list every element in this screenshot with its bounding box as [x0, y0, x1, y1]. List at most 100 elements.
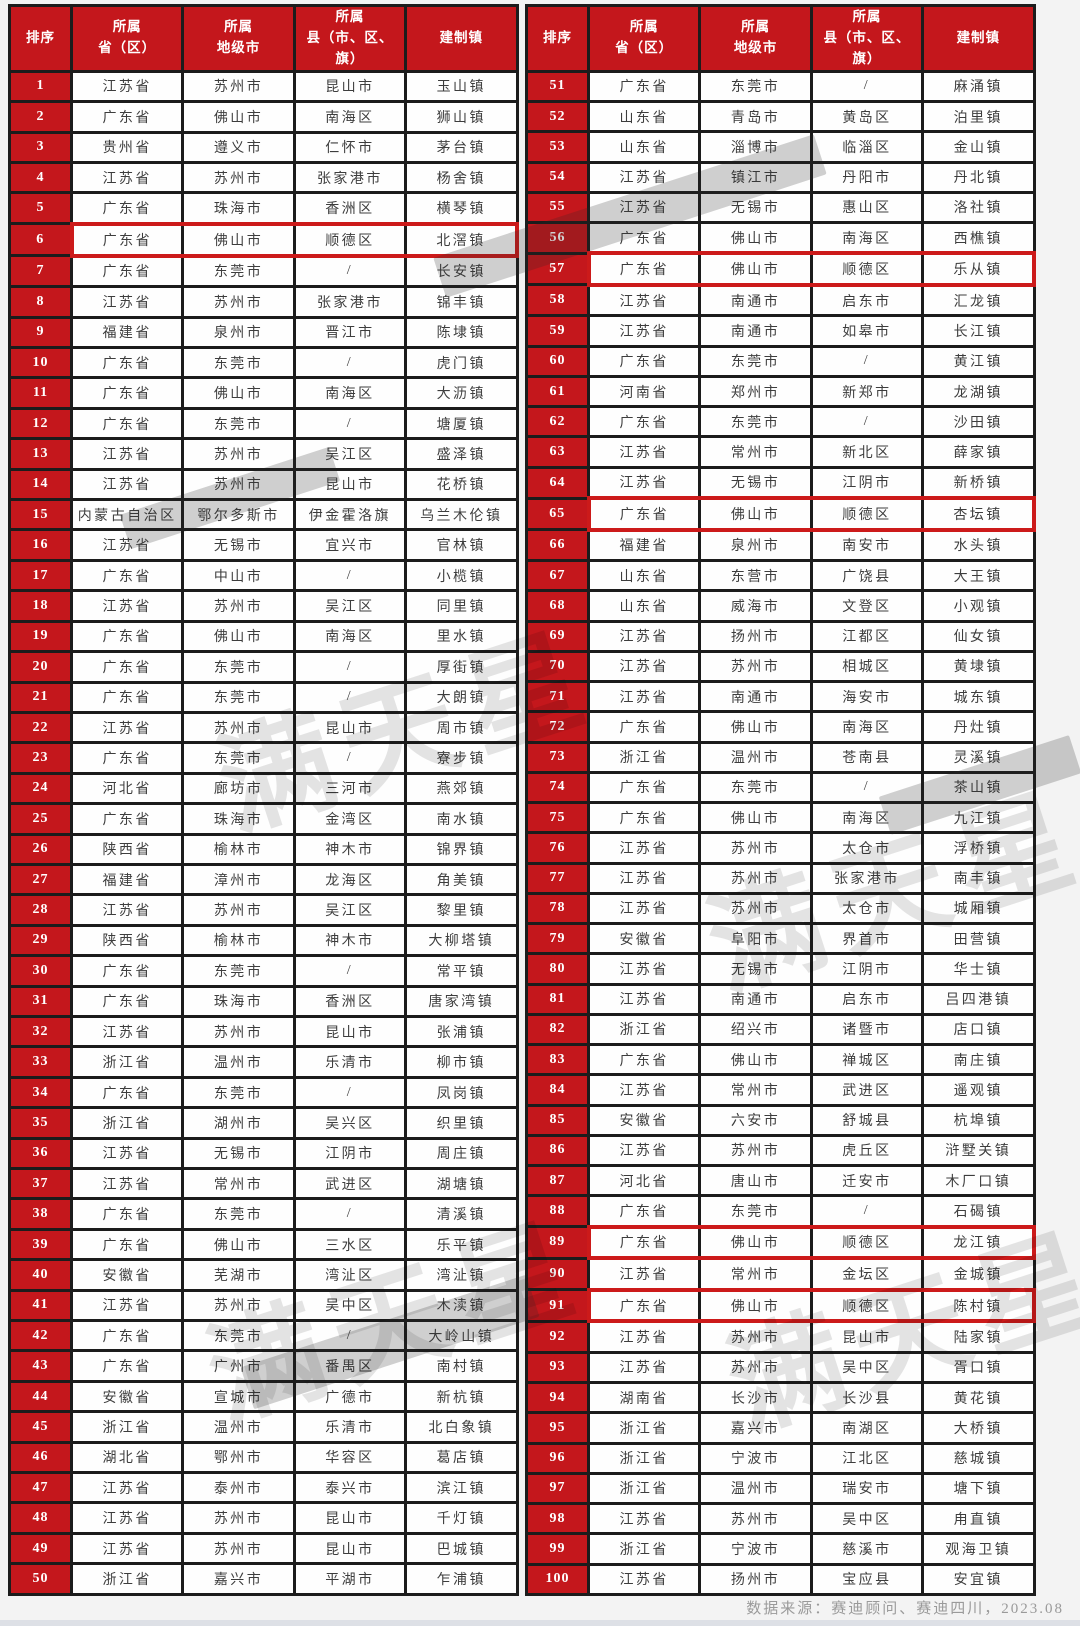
rank-cell: 71 [525, 680, 590, 714]
col-header-rank: 排序 [8, 4, 73, 73]
county-cell: 启东市 [809, 283, 925, 318]
county-cell: / [292, 1319, 408, 1353]
table-row: 18 江苏省 苏州市 吴江区 同里镇 [8, 589, 519, 623]
table-row: 33 浙江省 温州市 乐清市 柳市镇 [8, 1045, 519, 1079]
table-row: 16 江苏省 无锡市 宜兴市 官林镇 [8, 528, 519, 562]
county-cell: 苍南县 [809, 740, 925, 774]
city-cell: 苏州市 [698, 831, 813, 865]
rank-cell: 56 [525, 221, 590, 255]
town-cell: 丹灶镇 [921, 710, 1036, 744]
town-cell: 木渎镇 [404, 1288, 519, 1323]
province-cell: 广东省 [69, 1075, 185, 1110]
table-row: 73 浙江省 温州市 苍南县 灵溪镇 [525, 740, 1036, 774]
county-cell: / [809, 1194, 925, 1229]
table-row: 44 安徽省 宣城市 广德市 新杭镇 [8, 1379, 519, 1414]
county-cell: 南海区 [292, 376, 408, 410]
town-cell: 木厂口镇 [921, 1164, 1036, 1198]
county-cell: 龙海区 [292, 862, 408, 897]
table-row: 56 广东省 佛山市 南海区 西樵镇 [525, 221, 1036, 255]
county-cell: 新郑市 [809, 374, 925, 409]
table-row: 95 浙江省 嘉兴市 南湖区 大桥镇 [525, 1411, 1036, 1445]
rank-cell: 6 [8, 222, 73, 258]
town-cell: 龙江镇 [921, 1224, 1037, 1261]
table-row: 3 贵州省 遵义市 仁怀市 茅台镇 [8, 130, 519, 165]
table-row: 65 广东省 佛山市 顺德区 杏坛镇 [525, 496, 1037, 532]
county-cell: / [292, 406, 408, 441]
rank-cell: 46 [8, 1440, 73, 1475]
table-row: 11 广东省 佛山市 南海区 大沥镇 [8, 376, 519, 410]
city-cell: 东莞市 [698, 770, 813, 805]
town-cell: 大朗镇 [404, 680, 519, 714]
city-cell: 宁波市 [698, 1532, 813, 1566]
province-cell: 江苏省 [586, 314, 702, 348]
county-cell: / [809, 344, 925, 378]
county-cell: / [292, 1075, 408, 1110]
rank-cell: 24 [8, 771, 73, 806]
province-cell: 江苏省 [69, 528, 185, 562]
town-cell: 黄花镇 [921, 1381, 1036, 1415]
city-cell: 湖州市 [181, 1106, 296, 1140]
table-row: 84 江苏省 常州市 武进区 遥观镇 [525, 1073, 1036, 1107]
table-row: 59 江苏省 南通市 如皋市 长江镇 [525, 314, 1036, 348]
province-cell: 广东省 [586, 221, 702, 255]
rank-cell: 14 [8, 467, 73, 502]
town-cell: 狮山镇 [404, 100, 519, 134]
town-cell: 洛社镇 [921, 190, 1036, 225]
table-row: 31 广东省 珠海市 香洲区 唐家湾镇 [8, 984, 519, 1019]
province-cell: 河北省 [69, 771, 185, 806]
rank-cell: 67 [525, 559, 590, 593]
table-row: 97 浙江省 温州市 瑞安市 塘下镇 [525, 1471, 1036, 1506]
table-body-left: 1 江苏省 苏州市 昆山市 玉山镇 2 广东省 佛山市 南海区 狮山镇 3 贵州省 遵义市 仁怀市 茅台镇 4… [8, 69, 520, 1596]
rank-cell: 60 [525, 344, 590, 378]
county-cell: 慈溪市 [809, 1532, 925, 1566]
rank-cell: 4 [8, 160, 73, 195]
table-row: 19 广东省 佛山市 南海区 里水镇 [8, 619, 519, 654]
city-cell: 苏州市 [181, 437, 296, 471]
rank-cell: 11 [8, 376, 73, 410]
county-cell: 南海区 [809, 221, 925, 255]
rank-cell: 25 [8, 802, 73, 836]
province-cell: 江苏省 [586, 435, 702, 469]
rank-cell: 27 [8, 862, 73, 897]
table-row: 42 广东省 东莞市 / 大岭山镇 [8, 1319, 519, 1353]
town-cell: 南丰镇 [921, 861, 1036, 895]
county-cell: / [292, 254, 408, 289]
table-row: 62 广东省 东莞市 / 沙田镇 [525, 405, 1036, 439]
town-cell: 玉山镇 [404, 69, 519, 104]
rank-cell: 47 [8, 1471, 73, 1505]
city-cell: 六安市 [698, 1103, 813, 1137]
town-cell: 安宜镇 [921, 1562, 1036, 1597]
rank-cell: 95 [525, 1411, 590, 1445]
city-cell: 中山市 [181, 558, 296, 593]
province-cell: 广东省 [69, 741, 185, 775]
rank-cell: 88 [525, 1194, 590, 1229]
town-cell: 同里镇 [404, 589, 519, 623]
province-cell: 福建省 [69, 862, 185, 897]
town-cell: 葛店镇 [404, 1440, 519, 1475]
table-row: 79 安徽省 阜阳市 界首市 田营镇 [525, 922, 1036, 956]
rank-cell: 15 [8, 498, 73, 532]
city-cell: 泰州市 [181, 1471, 296, 1505]
table-row: 45 浙江省 温州市 乐清市 北白象镇 [8, 1410, 519, 1444]
city-cell: 珠海市 [181, 802, 296, 836]
town-cell: 丹北镇 [921, 160, 1036, 194]
rank-cell: 76 [525, 831, 590, 865]
rank-cell: 57 [525, 251, 590, 287]
town-cell: 石碣镇 [921, 1194, 1036, 1229]
county-cell: 顺德区 [809, 251, 925, 287]
county-cell: 张家港市 [292, 285, 408, 319]
town-cell: 茅台镇 [404, 130, 519, 165]
rank-cell: 41 [8, 1288, 73, 1323]
province-cell: 江苏省 [69, 69, 185, 104]
county-cell: 太仓市 [809, 831, 925, 865]
city-cell: 佛山市 [181, 100, 296, 134]
city-cell: 佛山市 [181, 1227, 296, 1262]
town-cell: 甪直镇 [921, 1502, 1036, 1536]
col-header-rank: 排序 [525, 4, 590, 73]
table-row: 70 江苏省 苏州市 相城区 黄埭镇 [525, 649, 1036, 684]
province-cell: 广东省 [69, 650, 185, 684]
county-cell: 长沙县 [809, 1381, 925, 1415]
table-row: 91 广东省 佛山市 顺德区 陈村镇 [525, 1287, 1037, 1324]
rank-cell: 87 [525, 1164, 590, 1198]
county-cell: / [292, 954, 408, 988]
